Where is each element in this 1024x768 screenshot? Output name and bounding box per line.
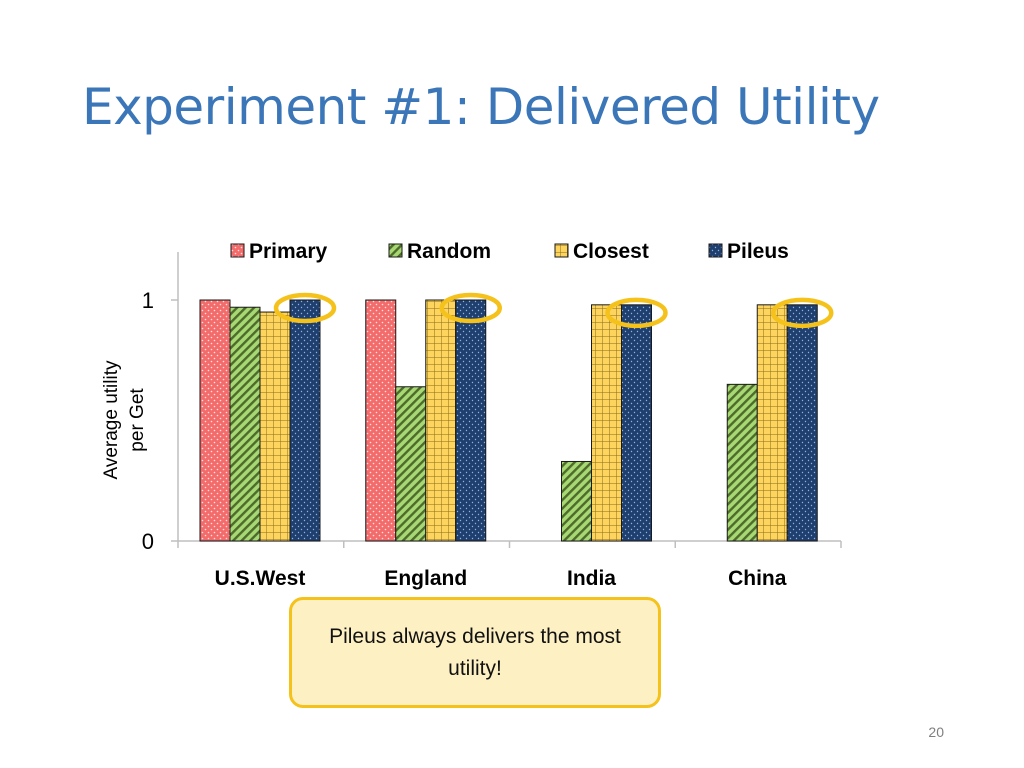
legend-swatch-primary: [230, 243, 245, 258]
callout-box: Pileus always delivers the most utility!: [289, 597, 661, 708]
legend-label-pileus: Pileus: [727, 240, 789, 263]
bar-random-u-s-west: [229, 306, 261, 542]
bar-random-china: [726, 383, 758, 542]
bar-closest-china: [756, 304, 788, 542]
x-tick-label-india: India: [567, 567, 616, 590]
bar-pileus-u-s-west: [289, 299, 321, 542]
bar-primary-u-s-west: [199, 299, 231, 542]
legend-swatch-pileus: [708, 243, 723, 258]
highlight-circle-u-s-west: [273, 292, 337, 324]
legend-swatch-closest: [554, 243, 569, 258]
bar-random-england: [395, 386, 427, 542]
x-tick-label-china: China: [728, 567, 787, 590]
y-tick-label: 0: [142, 529, 154, 554]
bar-closest-india: [591, 304, 622, 542]
bar-closest-u-s-west: [259, 311, 291, 542]
callout-text: Pileus always delivers the most utility!: [329, 624, 621, 680]
highlight-circle-china: [771, 297, 834, 329]
slide-title: Experiment #1: Delivered Utility: [82, 78, 880, 136]
legend-label-random: Random: [407, 240, 491, 263]
bar-random-india: [561, 460, 592, 542]
bar-pileus-china: [786, 304, 818, 542]
page-number: 20: [928, 724, 944, 740]
bar-pileus-india: [621, 304, 652, 542]
x-tick-label-england: England: [384, 567, 467, 590]
legend-swatch-random: [388, 243, 403, 258]
highlight-circle-india: [605, 297, 668, 329]
highlight-circle-england: [439, 292, 502, 324]
bar-pileus-england: [455, 299, 487, 542]
y-axis-label-text: Average utility per Get: [101, 360, 148, 480]
legend-label-primary: Primary: [249, 240, 328, 263]
y-tick-label: 1: [142, 288, 154, 313]
bar-primary-england: [365, 299, 397, 542]
x-tick-label-u-s-west: U.S.West: [215, 567, 306, 590]
legend-label-closest: Closest: [573, 240, 649, 263]
bar-closest-england: [425, 299, 457, 542]
